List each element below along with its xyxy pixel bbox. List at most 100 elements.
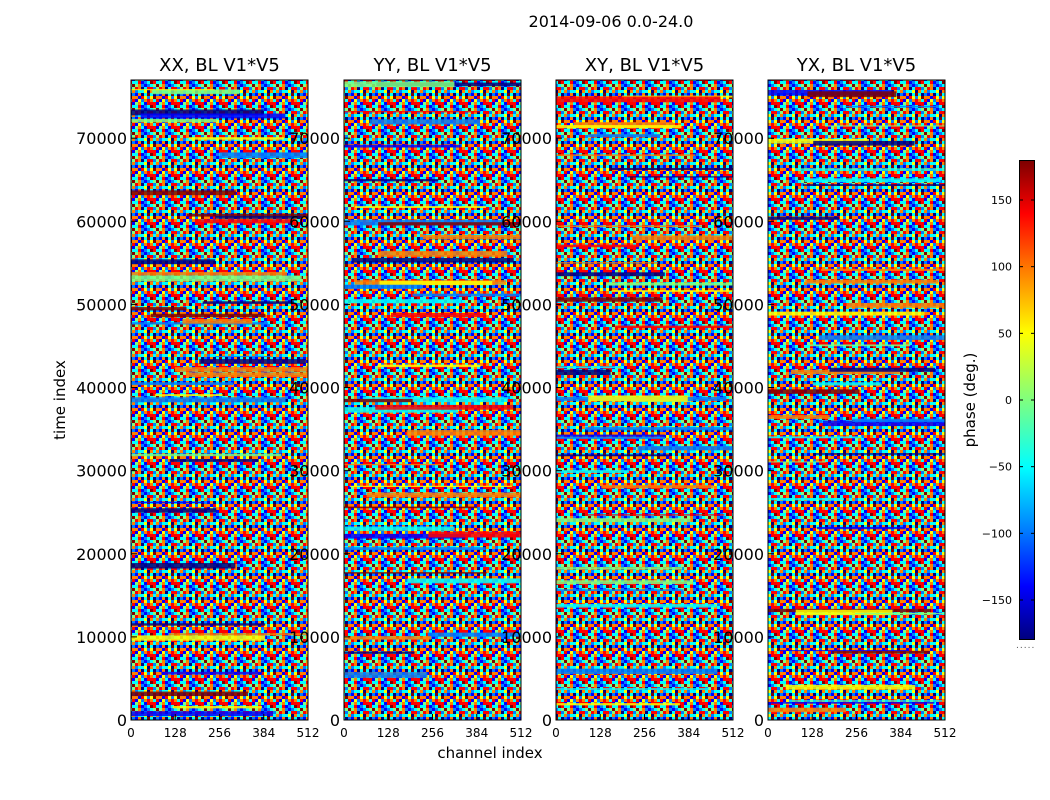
x-tick-label: 0 bbox=[340, 726, 348, 740]
heatmap-band bbox=[131, 118, 218, 123]
x-tick-label: 512 bbox=[510, 726, 533, 740]
heatmap-band bbox=[556, 369, 611, 375]
heatmap-band bbox=[627, 176, 733, 178]
x-tick-label: 512 bbox=[934, 726, 957, 740]
x-tick-label: 0 bbox=[552, 726, 560, 740]
heatmap-band bbox=[556, 470, 629, 473]
heatmap-yy: 0 10000 20000 30000 40000 50000 60000 70000 0 128… bbox=[289, 79, 533, 740]
x-tick-label: 384 bbox=[465, 726, 488, 740]
heatmap-band bbox=[556, 580, 693, 585]
heatmap-band bbox=[805, 279, 939, 284]
x-tick-label: 256 bbox=[421, 726, 444, 740]
heatmap-band bbox=[821, 268, 945, 271]
heatmap-band bbox=[768, 436, 862, 439]
heatmap-band bbox=[215, 215, 302, 219]
heatmap-band bbox=[174, 367, 308, 372]
heatmap-band bbox=[556, 272, 665, 277]
heatmap-band bbox=[375, 404, 514, 410]
x-tick-label: 256 bbox=[633, 726, 656, 740]
heatmap-band bbox=[556, 668, 718, 675]
heatmap-band bbox=[632, 235, 733, 241]
x-tick-label: 256 bbox=[845, 726, 868, 740]
x-tick-label: 512 bbox=[722, 726, 745, 740]
heatmap-band bbox=[601, 485, 714, 489]
heatmap-band bbox=[428, 531, 521, 538]
heatmap-band bbox=[202, 301, 294, 304]
heatmap-band bbox=[556, 225, 702, 228]
heatmap-band bbox=[186, 213, 308, 217]
heatmap-band bbox=[131, 307, 187, 311]
y-tick-label: 40000 bbox=[289, 379, 340, 398]
y-tick-label: 60000 bbox=[713, 212, 764, 231]
heatmap-band bbox=[768, 216, 840, 220]
heatmap-band bbox=[380, 250, 508, 257]
colorbar-tick-label: 0 bbox=[1005, 394, 1012, 407]
heatmap-band bbox=[131, 508, 217, 513]
y-tick-label: 20000 bbox=[713, 545, 764, 564]
heatmap-band bbox=[785, 684, 916, 690]
colorbar-footer: ..... bbox=[1016, 641, 1036, 651]
panel-title-yx: YX, BL V1*V5 bbox=[796, 55, 917, 76]
y-tick-label: 50000 bbox=[501, 295, 552, 314]
heatmap-band bbox=[412, 293, 521, 297]
heatmap-band bbox=[422, 235, 521, 240]
heatmap-band bbox=[556, 567, 683, 570]
figure-suptitle: 2014-09-06 0.0-24.0 bbox=[528, 12, 694, 31]
x-tick-label: 0 bbox=[127, 726, 135, 740]
y-tick-label: 50000 bbox=[713, 295, 764, 314]
heatmap-band bbox=[344, 651, 415, 654]
heatmap-band bbox=[344, 407, 459, 413]
heatmap-band bbox=[215, 355, 272, 358]
heatmap-band bbox=[131, 259, 216, 265]
heatmap-band bbox=[846, 303, 945, 308]
heatmap-band bbox=[344, 533, 466, 539]
heatmap-band bbox=[131, 563, 236, 569]
heatmap-band bbox=[768, 707, 847, 713]
y-tick-label: 40000 bbox=[76, 379, 127, 398]
heatmap-band bbox=[637, 446, 733, 451]
panel-title-yy: YY, BL V1*V5 bbox=[373, 55, 492, 76]
y-tick-label: 30000 bbox=[713, 462, 764, 481]
heatmap-band bbox=[556, 366, 624, 369]
heatmap-band bbox=[344, 572, 487, 574]
heatmap-band bbox=[556, 96, 721, 103]
heatmap-band bbox=[768, 311, 925, 316]
heatmap-band bbox=[131, 271, 288, 276]
heatmap-band bbox=[161, 671, 263, 675]
heatmap-band bbox=[369, 119, 481, 125]
heatmap-band bbox=[344, 463, 443, 466]
heatmap-band bbox=[131, 635, 266, 641]
heatmap-band bbox=[816, 526, 906, 530]
heatmap-band bbox=[379, 280, 493, 286]
heatmap-band bbox=[804, 178, 941, 183]
heatmap-band bbox=[390, 312, 487, 318]
heatmap-band bbox=[351, 258, 514, 263]
heatmap-band bbox=[556, 297, 663, 302]
y-tick-label: 70000 bbox=[501, 129, 552, 148]
heatmap-band bbox=[344, 526, 455, 531]
heatmap-band bbox=[182, 319, 253, 324]
y-tick-label: 0 bbox=[542, 711, 552, 730]
heatmap-band bbox=[768, 461, 826, 463]
heatmap-band bbox=[556, 604, 717, 608]
x-tick-label: 384 bbox=[252, 726, 275, 740]
y-tick-label: 50000 bbox=[76, 295, 127, 314]
y-tick-label: 60000 bbox=[501, 212, 552, 231]
heatmap-band bbox=[131, 711, 274, 717]
heatmap-band bbox=[172, 705, 263, 709]
x-tick-label: 0 bbox=[764, 726, 772, 740]
heatmap-band bbox=[556, 125, 682, 129]
heatmap-band bbox=[615, 325, 733, 329]
heatmap-band bbox=[611, 290, 733, 292]
heatmap-band bbox=[344, 547, 486, 551]
heatmap-band bbox=[588, 134, 661, 138]
heatmap-band bbox=[168, 633, 308, 636]
heatmap-band bbox=[377, 364, 481, 368]
colorbar-tick-label: 150 bbox=[991, 194, 1012, 207]
heatmap-band bbox=[131, 89, 215, 91]
heatmap-band bbox=[556, 454, 671, 457]
y-tick-label: 10000 bbox=[76, 628, 127, 647]
y-tick-label: 0 bbox=[754, 711, 764, 730]
